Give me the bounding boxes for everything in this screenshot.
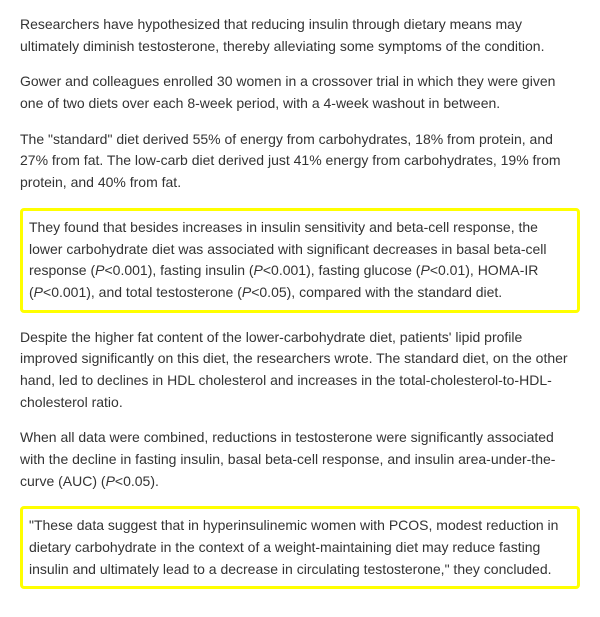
- text-segment: <0.001), fasting glucose (: [263, 262, 421, 278]
- text-segment: When all data were combined, reductions …: [20, 429, 555, 488]
- p-value-symbol: P: [106, 473, 115, 489]
- p-value-symbol: P: [242, 284, 251, 300]
- highlight-conclusion: "These data suggest that in hyperinsulin…: [20, 506, 580, 589]
- paragraph-diet-composition: The "standard" diet derived 55% of energ…: [20, 129, 580, 194]
- paragraph-lipid-profile: Despite the higher fat content of the lo…: [20, 327, 580, 414]
- p-value-symbol: P: [34, 284, 43, 300]
- paragraph-intro: Researchers have hypothesized that reduc…: [20, 14, 580, 57]
- p-value-symbol: P: [254, 262, 263, 278]
- highlight-findings: They found that besides increases in ins…: [20, 208, 580, 313]
- text-segment: <0.001), fasting insulin (: [105, 262, 254, 278]
- paragraph-enrollment: Gower and colleagues enrolled 30 women i…: [20, 71, 580, 114]
- paragraph-findings: They found that besides increases in ins…: [29, 217, 571, 304]
- text-segment: <0.001), and total testosterone (: [43, 284, 242, 300]
- p-value-symbol: P: [420, 262, 429, 278]
- paragraph-combined-data: When all data were combined, reductions …: [20, 427, 580, 492]
- text-segment: <0.05), compared with the standard diet.: [251, 284, 502, 300]
- p-value-symbol: P: [95, 262, 104, 278]
- text-segment: <0.05).: [115, 473, 159, 489]
- paragraph-conclusion: "These data suggest that in hyperinsulin…: [29, 515, 571, 580]
